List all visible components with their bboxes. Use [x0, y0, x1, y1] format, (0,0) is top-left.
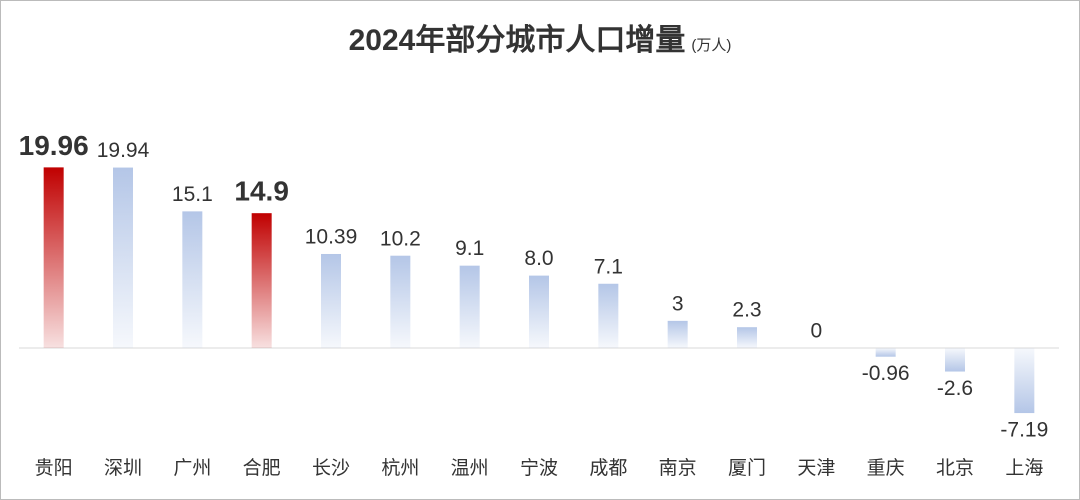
x-tick-label: 深圳	[104, 457, 142, 479]
chart-subtitle: (万人)	[691, 37, 731, 54]
x-tick-label: 天津	[797, 457, 835, 479]
bar	[529, 275, 549, 349]
value-label: -0.96	[862, 362, 910, 385]
value-label: 19.94	[97, 139, 150, 162]
x-tick-label: 长沙	[312, 457, 350, 479]
value-label: 10.39	[305, 226, 358, 249]
value-label: 8.0	[524, 247, 553, 270]
bar	[459, 265, 480, 349]
value-label: -7.19	[1000, 419, 1048, 442]
x-tick-label: 厦门	[728, 457, 766, 479]
x-tick-label: 广州	[173, 457, 211, 479]
value-label: 3	[672, 292, 684, 315]
value-label: 19.96	[19, 130, 89, 161]
bar	[113, 167, 133, 349]
value-label: 0	[810, 320, 822, 343]
value-label: 15.1	[172, 183, 213, 206]
value-label: 2.3	[732, 299, 761, 322]
x-tick-label: 温州	[451, 457, 489, 479]
x-tick-label: 北京	[936, 457, 974, 479]
x-tick-label: 重庆	[867, 457, 905, 479]
x-tick-label: 合肥	[243, 457, 281, 479]
x-tick-label: 上海	[1005, 457, 1043, 479]
bar	[390, 255, 411, 349]
chart-title: 2024年部分城市人口增量	[349, 23, 686, 57]
value-label: 14.9	[234, 176, 289, 207]
bar	[321, 253, 341, 349]
value-label: 10.2	[380, 227, 421, 250]
x-tick-label: 成都	[589, 457, 627, 479]
bar	[182, 211, 203, 349]
value-label: 7.1	[594, 255, 623, 278]
x-tick-label: 南京	[659, 457, 697, 479]
value-label: -2.6	[937, 377, 973, 400]
x-tick-label: 贵阳	[35, 457, 73, 479]
bar	[1014, 348, 1035, 414]
bar	[737, 327, 757, 349]
x-tick-label: 宁波	[520, 457, 558, 479]
value-label: 9.1	[455, 237, 484, 260]
bar	[598, 283, 619, 349]
bar	[875, 348, 896, 357]
bar	[43, 167, 64, 349]
x-tick-label: 杭州	[381, 457, 419, 479]
bar	[667, 320, 688, 349]
bar	[945, 348, 965, 372]
bar	[251, 213, 272, 349]
